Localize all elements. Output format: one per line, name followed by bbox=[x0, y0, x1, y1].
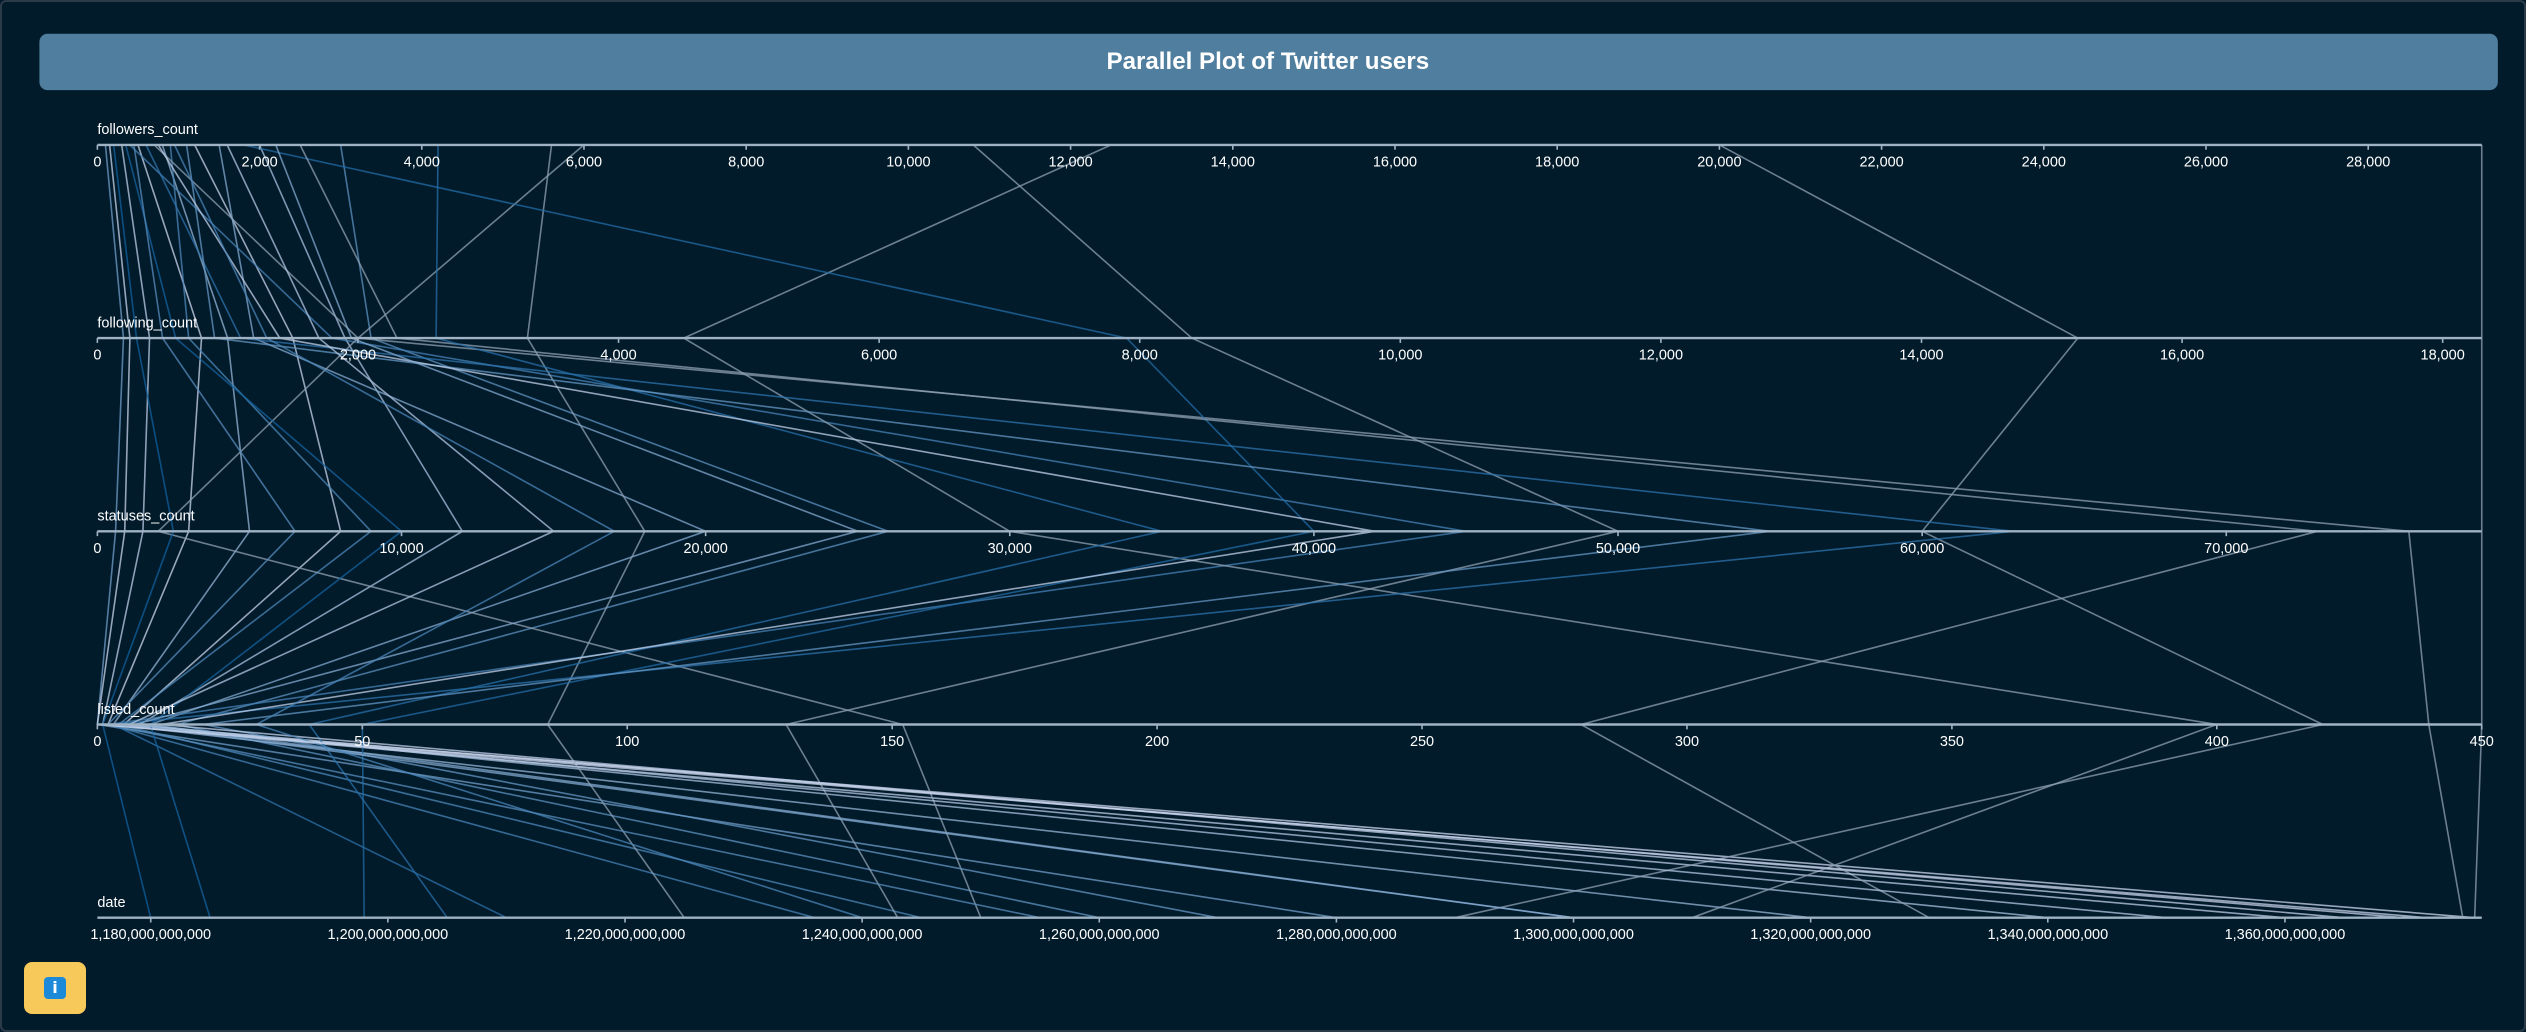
tick-label: 22,000 bbox=[1859, 154, 1903, 170]
tick-label: 0 bbox=[93, 734, 101, 750]
tick-label: 40,000 bbox=[1292, 541, 1336, 557]
axis-label: date bbox=[97, 895, 125, 911]
tick-label: 1,320,000,000,000 bbox=[1750, 927, 1871, 943]
tick-label: 14,000 bbox=[1211, 154, 1255, 170]
tick-label: 6,000 bbox=[566, 154, 602, 170]
tick-label: 16,000 bbox=[2160, 348, 2204, 364]
tick-label: 10,000 bbox=[886, 154, 930, 170]
info-icon: i bbox=[44, 977, 66, 999]
tick-label: 1,200,000,000,000 bbox=[328, 927, 449, 943]
tick-label: 60,000 bbox=[1900, 541, 1944, 557]
tick-label: 6,000 bbox=[861, 348, 897, 364]
tick-label: 16,000 bbox=[1373, 154, 1417, 170]
tick-label: 50,000 bbox=[1596, 541, 1640, 557]
tick-label: 20,000 bbox=[684, 541, 728, 557]
tick-label: 20,000 bbox=[1697, 154, 1741, 170]
tick-label: 14,000 bbox=[1899, 348, 1943, 364]
chart-title: Parallel Plot of Twitter users bbox=[1107, 48, 1430, 75]
tick-label: 10,000 bbox=[379, 541, 423, 557]
tick-label: 12,000 bbox=[1639, 348, 1683, 364]
record-line bbox=[2473, 144, 2483, 918]
tick-label: 18,000 bbox=[1535, 154, 1579, 170]
tick-label: 2,000 bbox=[241, 154, 277, 170]
tick-label: 350 bbox=[1940, 734, 1964, 750]
title-bar bbox=[39, 33, 2498, 91]
tick-label: 1,340,000,000,000 bbox=[1987, 927, 2108, 943]
tick-label: 1,300,000,000,000 bbox=[1513, 927, 1634, 943]
tick-label: 1,360,000,000,000 bbox=[2225, 927, 2346, 943]
tick-label: 30,000 bbox=[988, 541, 1032, 557]
tick-label: 400 bbox=[2205, 734, 2229, 750]
tick-label: 100 bbox=[615, 734, 639, 750]
tick-label: 0 bbox=[93, 348, 101, 364]
tick-label: 1,260,000,000,000 bbox=[1039, 927, 1160, 943]
axis-label: following_count bbox=[97, 315, 197, 331]
tick-label: 0 bbox=[93, 541, 101, 557]
tick-label: 300 bbox=[1675, 734, 1699, 750]
tick-label: 150 bbox=[880, 734, 904, 750]
tick-label: 1,240,000,000,000 bbox=[802, 927, 923, 943]
tick-label: 50 bbox=[354, 734, 370, 750]
tick-label: 4,000 bbox=[404, 154, 440, 170]
info-button[interactable]: i bbox=[24, 962, 86, 1014]
axis-label: listed_count bbox=[97, 702, 174, 718]
axis-label: followers_count bbox=[97, 122, 198, 138]
tick-label: 1,180,000,000,000 bbox=[90, 927, 211, 943]
tick-label: 70,000 bbox=[2204, 541, 2248, 557]
tick-label: 1,280,000,000,000 bbox=[1276, 927, 1397, 943]
axes: followers_count 0 2,000 4,000 6,000 8,000 10,0… bbox=[90, 122, 2493, 943]
tick-label: 28,000 bbox=[2346, 154, 2390, 170]
tick-label: 18,000 bbox=[2421, 348, 2465, 364]
tick-label: 26,000 bbox=[2184, 154, 2228, 170]
tick-label: 250 bbox=[1410, 734, 1434, 750]
tick-label: 4,000 bbox=[600, 348, 636, 364]
tick-label: 200 bbox=[1145, 734, 1169, 750]
tick-label: 12,000 bbox=[1048, 154, 1092, 170]
axis-label: statuses_count bbox=[97, 509, 194, 525]
tick-label: 8,000 bbox=[1122, 348, 1158, 364]
tick-label: 24,000 bbox=[2022, 154, 2066, 170]
tick-label: 8,000 bbox=[728, 154, 764, 170]
tick-label: 10,000 bbox=[1378, 348, 1422, 364]
tick-label: 1,220,000,000,000 bbox=[565, 927, 686, 943]
tick-label: 0 bbox=[93, 154, 101, 170]
tick-label: 2,000 bbox=[340, 348, 376, 364]
tick-label: 450 bbox=[2470, 734, 2494, 750]
